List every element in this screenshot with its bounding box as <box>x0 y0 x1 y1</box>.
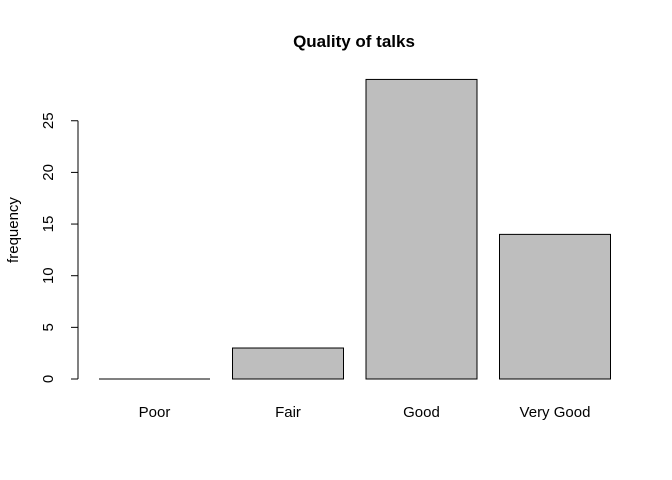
bar-fair <box>232 347 344 380</box>
y-axis: 0 5 10 15 20 25 <box>40 112 79 383</box>
x-tick-label: Very Good <box>520 404 591 421</box>
bar-good <box>365 78 478 380</box>
x-axis-labels: Poor Fair Good Very Good <box>139 404 591 421</box>
y-tick-label: 5 <box>40 323 57 331</box>
x-tick-label: Good <box>403 404 440 421</box>
x-tick-label: Poor <box>139 404 171 421</box>
y-tick-label: 0 <box>40 375 57 383</box>
y-tick-label: 15 <box>40 216 57 233</box>
y-tick-label: 25 <box>40 112 57 129</box>
chart-title: Quality of talks <box>293 32 415 51</box>
y-axis-label: frequency <box>5 197 22 263</box>
x-tick-label: Fair <box>275 404 301 421</box>
y-tick-label: 10 <box>40 267 57 284</box>
y-tick-label: 20 <box>40 164 57 181</box>
bars <box>99 78 611 380</box>
bar-very-good <box>499 233 611 380</box>
